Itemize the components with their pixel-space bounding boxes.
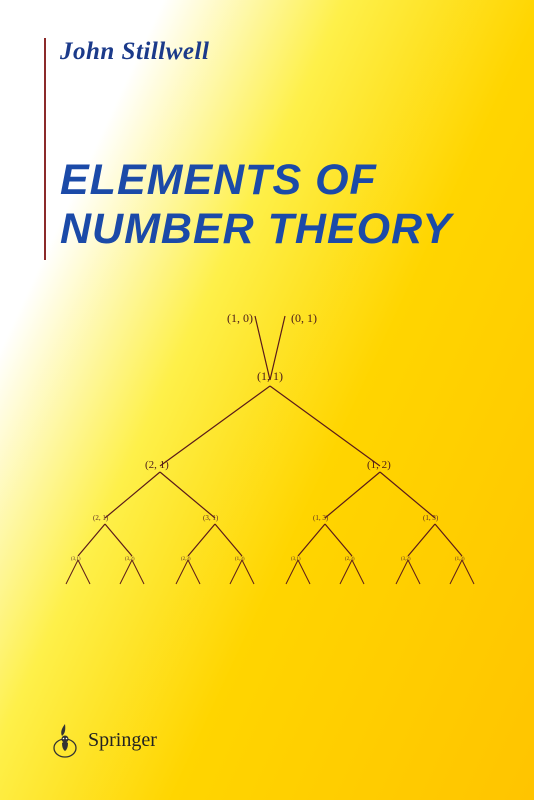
author-name: John Stillwell: [60, 38, 209, 66]
svg-text:(1,3): (1,3): [235, 557, 245, 562]
node-label: (1, 1): [257, 369, 283, 383]
book-title: ELEMENTS OF NUMBER THEORY: [60, 156, 452, 255]
vertical-rule: [44, 38, 46, 260]
svg-text:(3,1): (3,1): [291, 557, 301, 562]
node-label: (1, 3): [423, 514, 439, 522]
publisher-block: Springer: [50, 720, 157, 760]
title-line-1: ELEMENTS OF: [60, 156, 452, 205]
svg-text:(2,3): (2,3): [345, 557, 355, 562]
publisher-name: Springer: [88, 729, 157, 752]
book-cover: John Stillwell ELEMENTS OF NUMBER THEORY…: [0, 0, 534, 800]
svg-text:(3,2): (3,2): [125, 557, 135, 562]
tree-level-5: [66, 560, 474, 584]
node-label: (0, 1): [291, 311, 317, 325]
node-label: (1, 2): [367, 459, 391, 471]
node-label: (1, 3): [313, 514, 329, 522]
svg-text:(3,1): (3,1): [71, 557, 81, 562]
svg-text:(1,3): (1,3): [455, 557, 465, 562]
node-label: (3, 1): [203, 514, 219, 522]
stern-brocot-tree-diagram: (1, 0) (0, 1) (1, 1) (2, 1) (1, 2) (2, 1…: [55, 308, 485, 608]
node-label: (2, 1): [93, 514, 109, 522]
node-label: (2, 1): [145, 459, 169, 471]
svg-text:(3,2): (3,2): [401, 557, 411, 562]
springer-logo-icon: [50, 720, 80, 760]
tree-level-4: (3,1) (3,2) (2,3) (1,3) (3,1) (2,3) (3,2…: [71, 524, 465, 562]
svg-text:(2,3): (2,3): [181, 557, 191, 562]
title-line-2: NUMBER THEORY: [60, 205, 452, 254]
node-label: (1, 0): [227, 311, 253, 325]
